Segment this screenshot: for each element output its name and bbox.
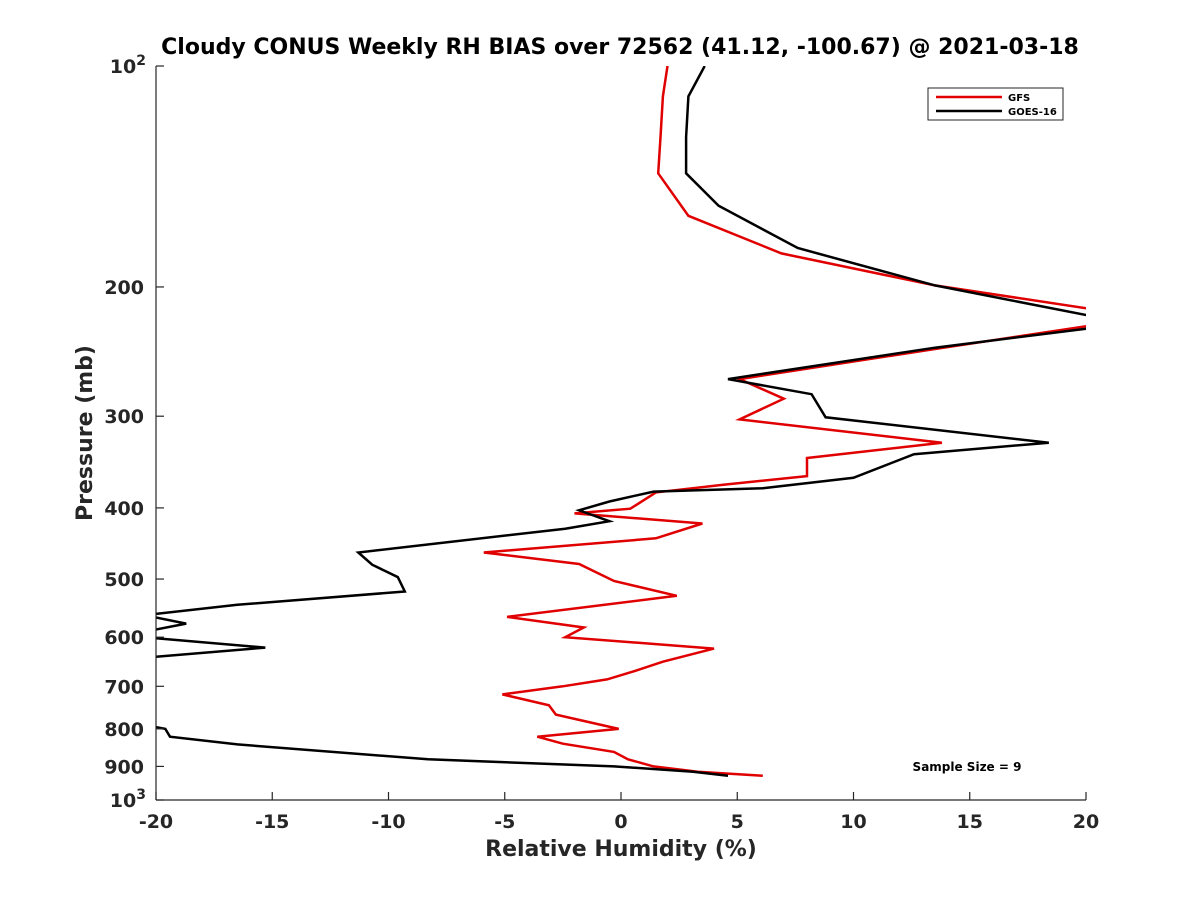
x-tick-label: -5: [494, 811, 515, 833]
y-tick-label: 300: [104, 406, 144, 428]
x-tick-label: 10: [840, 811, 866, 833]
y-tick-label: 103: [110, 787, 146, 812]
y-tick-label: 600: [104, 627, 144, 649]
y-axis-label: Pressure (mb): [73, 345, 98, 521]
x-axis-label: Relative Humidity (%): [485, 837, 757, 862]
y-tick-exponent: 2: [136, 53, 146, 69]
y-tick-exponent: 3: [136, 787, 146, 803]
x-tick-label: -20: [139, 811, 173, 833]
y-tick-label: 500: [104, 569, 144, 591]
chart-title: Cloudy CONUS Weekly RH BIAS over 72562 (…: [161, 35, 1079, 60]
y-tick-label: 102: [110, 53, 146, 78]
y-tick-label: 400: [104, 498, 144, 520]
x-tick-label: 20: [1073, 811, 1099, 833]
x-tick-label: -15: [255, 811, 289, 833]
x-tick-label: 0: [614, 811, 627, 833]
legend-goes16-label: GOES-16: [1008, 107, 1057, 118]
x-axis-ticks: -20 -15 -10 -5 0 5 10 15 20: [139, 792, 1099, 833]
x-tick-label: -10: [371, 811, 405, 833]
y-tick-base: 10: [110, 790, 136, 812]
x-tick-label: 5: [731, 811, 744, 833]
series-line-goes16: [156, 66, 1086, 778]
y-tick-label: 200: [104, 277, 144, 299]
legend-gfs-label: GFS: [1008, 93, 1030, 104]
series-line-gfs: [483, 66, 1086, 778]
series-layer: [156, 66, 1086, 778]
legend: GFS GOES-16: [927, 87, 1064, 121]
legend-box: [927, 87, 1064, 121]
sample-size-annotation: Sample Size = 9: [913, 760, 1022, 774]
y-tick-label: 900: [104, 756, 144, 778]
x-tick-label: 15: [957, 811, 983, 833]
y-tick-label: 700: [104, 676, 144, 698]
y-tick-label: 800: [104, 719, 144, 741]
y-tick-base: 10: [110, 56, 136, 78]
